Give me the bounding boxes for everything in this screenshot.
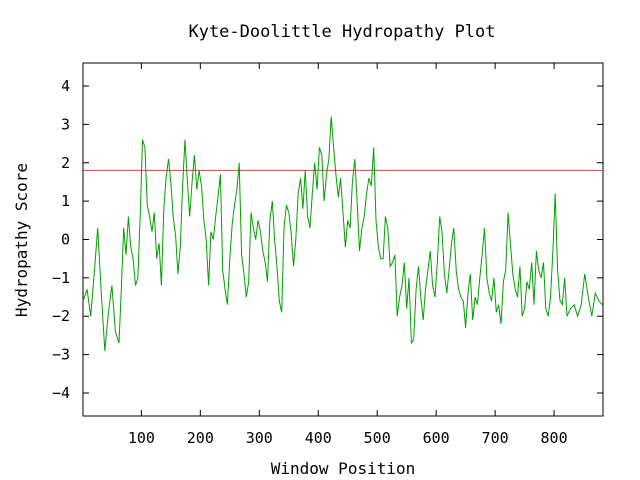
x-tick-label: 700: [482, 429, 509, 447]
y-axis-title: Hydropathy Score: [12, 163, 31, 317]
series-layer: [82, 116, 603, 351]
x-tick-label: 200: [187, 429, 214, 447]
x-tick-label: 600: [423, 429, 450, 447]
y-tick-label: 3: [61, 115, 70, 133]
x-tick-label: 100: [128, 429, 155, 447]
y-tick-label: −3: [52, 346, 70, 364]
y-tick-label: 0: [61, 231, 70, 249]
x-tick-label: 300: [246, 429, 273, 447]
plot-area-frame: [82, 62, 604, 417]
y-tick-label: 2: [61, 154, 70, 172]
y-tick-label: −1: [52, 269, 70, 287]
y-tick-label: −2: [52, 307, 70, 325]
y-tick-label: −4: [52, 384, 70, 402]
x-tick-label: 800: [541, 429, 568, 447]
y-tick-label: 4: [61, 77, 70, 95]
x-tick-label: 400: [305, 429, 332, 447]
axis-ticks: 100 200 300 400 500 600 700 800 4 3 2 1 0 −1 −2 −3 −4: [52, 63, 603, 447]
series-line: [82, 116, 603, 351]
y-tick-label: 1: [61, 192, 70, 210]
x-tick-label: 500: [364, 429, 391, 447]
chart-title: Kyte-Doolittle Hydropathy Plot: [188, 22, 495, 42]
x-axis-title: Window Position: [271, 459, 416, 478]
